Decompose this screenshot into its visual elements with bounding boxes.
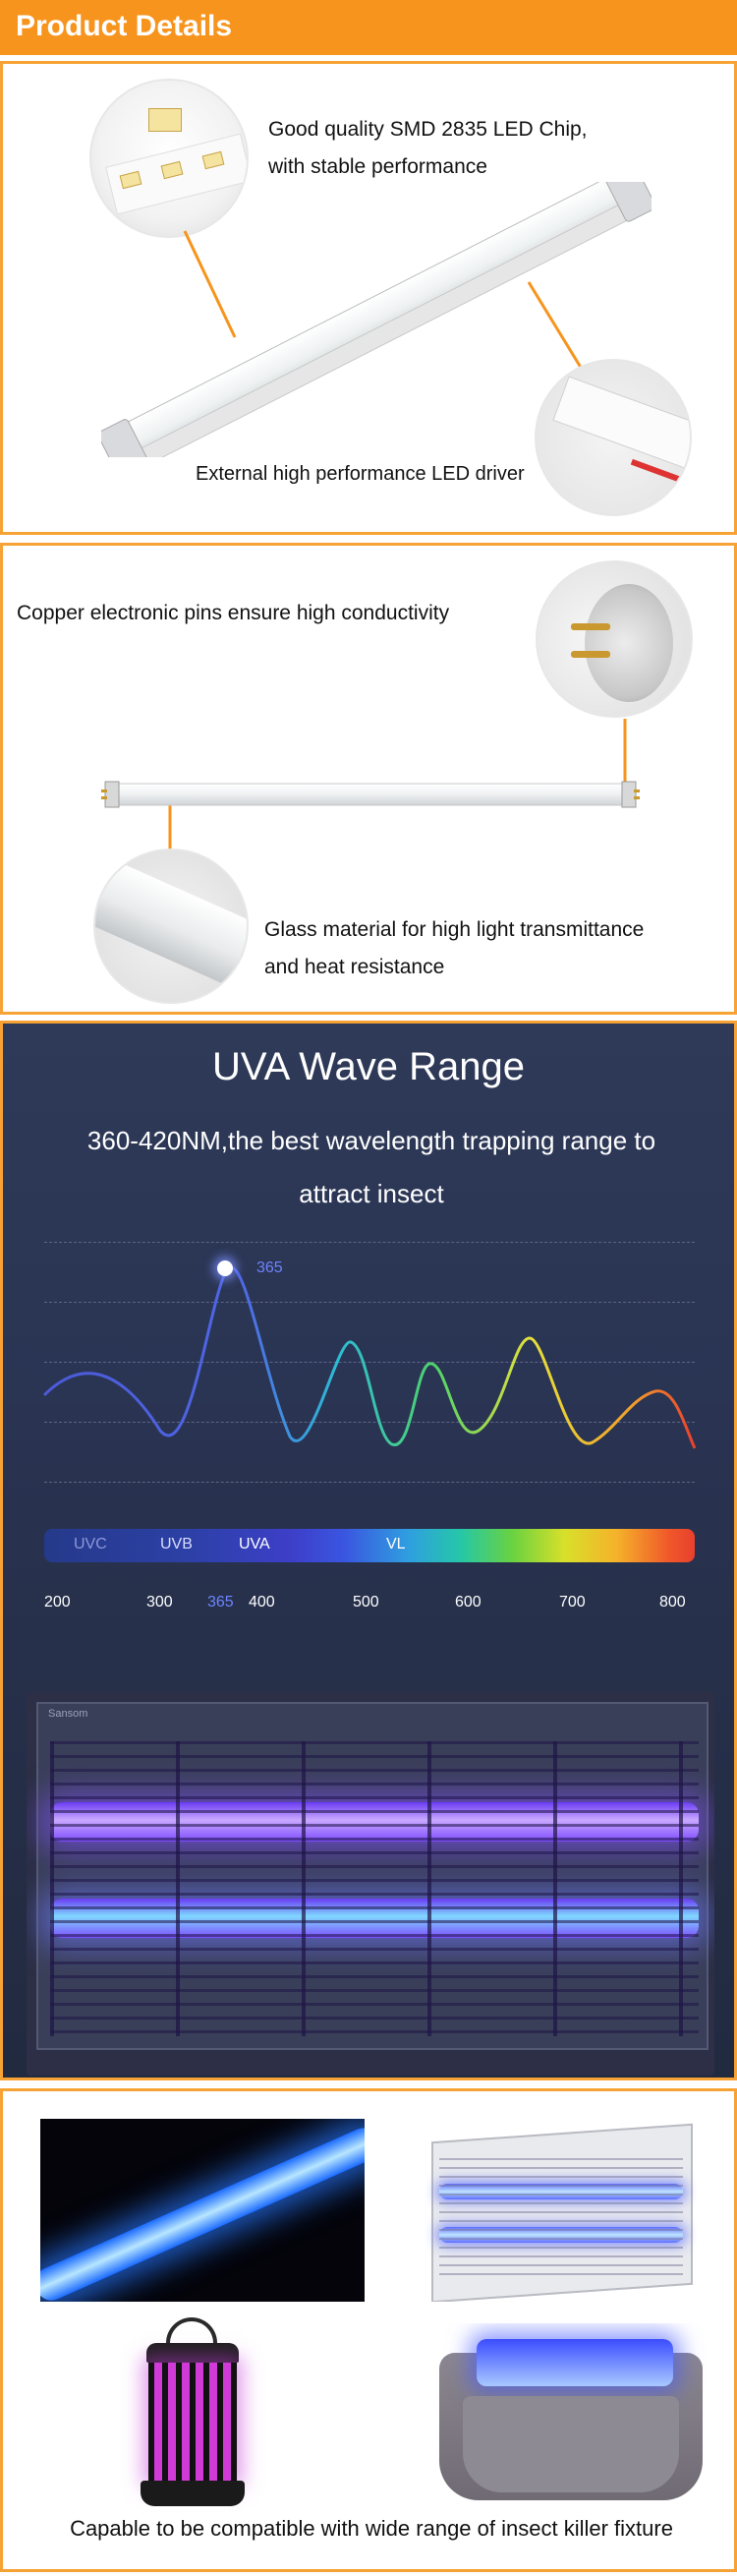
tick-label: 500: [353, 1594, 379, 1610]
glass-caption-line: Glass material for high light transmitta…: [264, 918, 645, 941]
insect-killer-image: Sansom: [27, 1692, 714, 2076]
lantern-base: [141, 2481, 245, 2506]
copper-pins-closeup: [536, 560, 693, 718]
spectrum-bar: UVC UVB UVA VL: [44, 1529, 695, 1562]
section-header: Product Details: [0, 0, 737, 55]
driver-caption: External high performance LED driver: [196, 463, 525, 485]
tray-killer-image: [433, 2323, 709, 2506]
grid-line: [44, 1242, 695, 1243]
tube-end-cap: [585, 584, 673, 702]
glass-tube-image: [101, 781, 640, 808]
glass-caption: Glass material for high light transmitta…: [264, 911, 644, 986]
copper-pin: [571, 623, 610, 630]
grid-line: [44, 1482, 695, 1483]
uva-wave-panel: UVA Wave Range 360-420NM,the best wavele…: [0, 1021, 737, 2080]
peak-marker: [217, 1260, 233, 1276]
chip-caption-line: with stable performance: [268, 155, 487, 178]
band-label-uvc: UVC: [74, 1536, 107, 1552]
blue-tube-glow: [40, 2123, 365, 2302]
rectangular-killer-image: [425, 2119, 697, 2302]
callout-lines: [183, 230, 585, 372]
chip-caption: Good quality SMD 2835 LED Chip, with sta…: [268, 111, 588, 186]
tray-glow: [477, 2339, 673, 2386]
killer-grid-vertical: [50, 1741, 699, 2036]
grid-line: [44, 1362, 695, 1363]
led-tube-image: [101, 182, 652, 457]
lantern-killer-image: [119, 2317, 266, 2514]
glass-caption-line: and heat resistance: [264, 956, 445, 978]
peak-label: 365: [256, 1259, 283, 1276]
led-chip: [148, 108, 182, 132]
tick-label: 800: [659, 1594, 686, 1610]
led-chip-closeup: [89, 79, 249, 238]
wavelength-wave: [42, 1265, 697, 1449]
tick-label: 400: [249, 1594, 275, 1610]
uva-subtitle: 360-420NM,the best wavelength trapping r…: [42, 1114, 701, 1220]
tick-label: 700: [559, 1594, 586, 1610]
lantern-top: [146, 2343, 239, 2363]
blue-uv-tube-image: [40, 2119, 365, 2302]
copper-pin: [571, 651, 610, 658]
compatibility-caption: Capable to be compatible with wide range…: [70, 2516, 673, 2541]
tick-label-highlight: 365: [207, 1594, 234, 1610]
driver-board: [552, 376, 690, 472]
led-tube-panel: Good quality SMD 2835 LED Chip, with sta…: [0, 61, 737, 535]
pins-caption: Copper electronic pins ensure high condu…: [17, 602, 450, 624]
band-label-uva: UVA: [239, 1536, 270, 1552]
uva-subtitle-line: 360-420NM,the best wavelength trapping r…: [86, 1126, 656, 1155]
uva-title: UVA Wave Range: [212, 1045, 525, 1088]
band-label-uvb: UVB: [160, 1536, 193, 1552]
tick-label: 600: [455, 1594, 482, 1610]
lantern-body: [148, 2363, 237, 2481]
led-driver-closeup: [535, 359, 692, 516]
grid-line: [44, 1302, 695, 1303]
uva-subtitle-line: attract insect: [299, 1179, 444, 1208]
compatibility-panel: Capable to be compatible with wide range…: [0, 2088, 737, 2572]
glass-tube-panel: Copper electronic pins ensure high condu…: [0, 543, 737, 1015]
glass-closeup: [93, 849, 249, 1004]
band-label-vl: VL: [386, 1536, 406, 1552]
tick-label: 300: [146, 1594, 173, 1610]
rect-killer-grid: [439, 2158, 683, 2280]
glass-surface: [95, 856, 247, 992]
chip-caption-line: Good quality SMD 2835 LED Chip,: [268, 118, 588, 141]
section-title: Product Details: [16, 10, 233, 42]
brand-logo: Sansom: [48, 1708, 88, 1720]
grid-line: [44, 1422, 695, 1423]
tray-front: [463, 2396, 679, 2492]
tick-label: 200: [44, 1594, 71, 1610]
lantern-handle: [166, 2317, 217, 2347]
